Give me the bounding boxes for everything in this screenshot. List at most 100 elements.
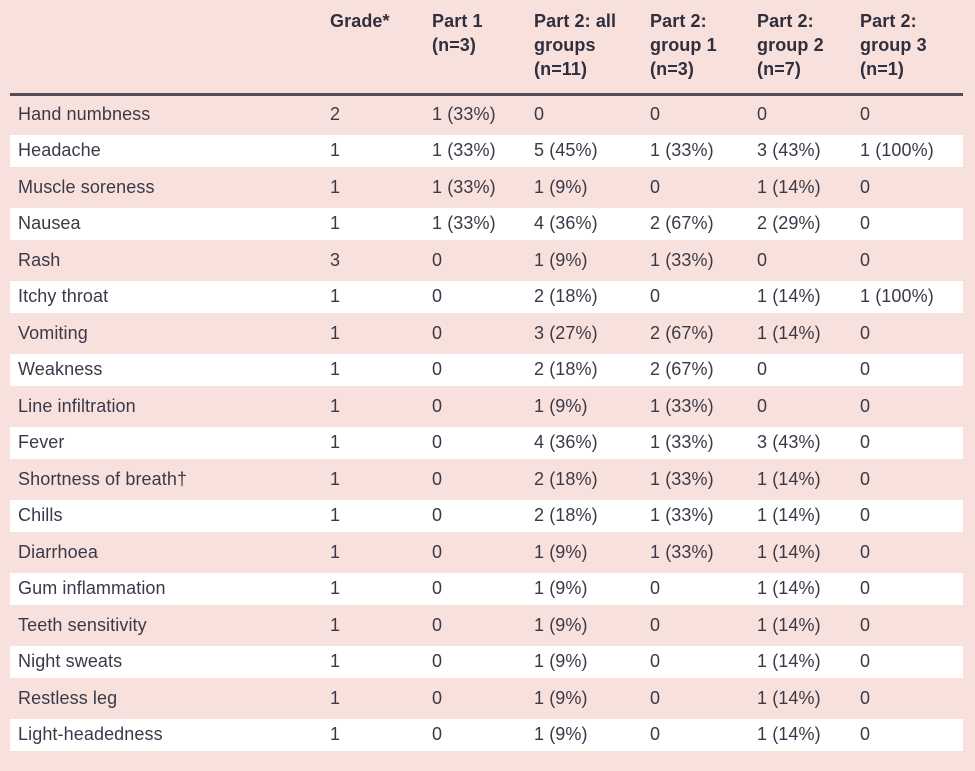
row-cell: 1 (33%) (650, 140, 714, 161)
row-label: Rash (18, 249, 61, 270)
row-cell: 1 (330, 395, 341, 416)
row-cell: 1 (14%) (757, 614, 821, 635)
row-label: Chills (18, 505, 63, 526)
row-cell: 1 (330, 286, 341, 307)
row-label: Restless leg (18, 687, 118, 708)
row-cell: 0 (650, 651, 661, 672)
row-cell: 1 (9%) (534, 578, 588, 599)
row-cell: 1 (14%) (757, 651, 821, 672)
row-cell: 1 (330, 541, 341, 562)
table-row: Restless leg 1 0 1 (9%) 0 1 (14%) 0 (0, 680, 975, 717)
row-cell: 0 (860, 651, 871, 672)
row-cell: 2 (67%) (650, 359, 714, 380)
table-row: Rash 3 0 1 (9%) 1 (33%) 0 0 (0, 242, 975, 279)
row-cell: 0 (650, 614, 661, 635)
table-row: Headache 1 1 (33%) 5 (45%) 1 (33%) 3 (43… (0, 133, 975, 170)
row-cell: 1 (14%) (757, 541, 821, 562)
header-rule (10, 93, 963, 96)
row-cell: 0 (860, 359, 871, 380)
row-cell: 3 (43%) (757, 432, 821, 453)
table-row: Weakness 1 0 2 (18%) 2 (67%) 0 0 (0, 352, 975, 389)
table-row: Nausea 1 1 (33%) 4 (36%) 2 (67%) 2 (29%)… (0, 206, 975, 243)
row-cell: 0 (650, 286, 661, 307)
row-label: Vomiting (18, 322, 88, 343)
row-cell: 3 (43%) (757, 140, 821, 161)
row-cell: 1 (14%) (757, 578, 821, 599)
row-cell: 0 (432, 249, 443, 270)
table-row: Line infiltration 1 0 1 (9%) 1 (33%) 0 0 (0, 388, 975, 425)
row-cell: 0 (432, 687, 443, 708)
row-cell: 0 (432, 614, 443, 635)
row-cell: 0 (432, 468, 443, 489)
row-cell: 0 (650, 578, 661, 599)
row-cell: 1 (330, 724, 341, 745)
row-cell: 1 (100%) (860, 140, 934, 161)
row-cell: 1 (33%) (650, 541, 714, 562)
row-cell: 0 (432, 432, 443, 453)
row-cell: 2 (29%) (757, 213, 821, 234)
table-body: Hand numbness 2 1 (33%) 0 0 0 0 Headache… (0, 96, 975, 753)
row-cell: 1 (330, 651, 341, 672)
row-cell: 0 (860, 395, 871, 416)
table-row: Muscle soreness 1 1 (33%) 1 (9%) 0 1 (14… (0, 169, 975, 206)
row-cell: 1 (14%) (757, 468, 821, 489)
row-cell: 0 (757, 249, 768, 270)
row-cell: 1 (330, 614, 341, 635)
table-row: Diarrhoea 1 0 1 (9%) 1 (33%) 1 (14%) 0 (0, 534, 975, 571)
row-cell: 1 (330, 359, 341, 380)
row-cell: 0 (432, 541, 443, 562)
row-cell: 1 (14%) (757, 286, 821, 307)
row-cell: 0 (650, 724, 661, 745)
row-cell: 1 (9%) (534, 724, 588, 745)
row-cell: 1 (330, 213, 341, 234)
row-cell: 0 (860, 687, 871, 708)
table-row: Teeth sensitivity 1 0 1 (9%) 0 1 (14%) 0 (0, 607, 975, 644)
row-cell: 1 (33%) (650, 468, 714, 489)
row-label: Muscle soreness (18, 176, 155, 197)
row-cell: 1 (33%) (432, 213, 496, 234)
row-cell: 4 (36%) (534, 213, 598, 234)
table-row: Light-headedness 1 0 1 (9%) 0 1 (14%) 0 (0, 717, 975, 754)
row-cell: 1 (330, 322, 341, 343)
table-row: Night sweats 1 0 1 (9%) 0 1 (14%) 0 (0, 644, 975, 681)
row-cell: 1 (9%) (534, 176, 588, 197)
row-cell: 0 (860, 432, 871, 453)
row-cell: 1 (33%) (650, 505, 714, 526)
row-cell: 2 (18%) (534, 505, 598, 526)
row-label: Shortness of breath† (18, 468, 188, 489)
row-label: Line infiltration (18, 395, 136, 416)
row-cell: 3 (330, 249, 341, 270)
row-cell: 1 (14%) (757, 505, 821, 526)
table-row: Chills 1 0 2 (18%) 1 (33%) 1 (14%) 0 (0, 498, 975, 535)
row-cell: 1 (330, 140, 341, 161)
row-cell: 1 (14%) (757, 322, 821, 343)
row-cell: 0 (432, 578, 443, 599)
row-cell: 0 (650, 176, 661, 197)
row-cell: 0 (860, 505, 871, 526)
row-cell: 1 (9%) (534, 687, 588, 708)
row-cell: 0 (860, 578, 871, 599)
row-cell: 2 (18%) (534, 359, 598, 380)
row-cell: 1 (100%) (860, 286, 934, 307)
row-cell: 0 (860, 249, 871, 270)
header-cell-part2-all: Part 2: all groups (n=11) (534, 11, 617, 79)
row-cell: 0 (860, 213, 871, 234)
row-cell: 1 (33%) (650, 432, 714, 453)
table-row: Gum inflammation 1 0 1 (9%) 0 1 (14%) 0 (0, 571, 975, 608)
row-cell: 1 (9%) (534, 614, 588, 635)
table-row: Vomiting 1 0 3 (27%) 2 (67%) 1 (14%) 0 (0, 315, 975, 352)
row-cell: 1 (14%) (757, 724, 821, 745)
table-header: Grade* Part 1 (n=3) Part 2: all groups (… (0, 0, 975, 93)
header-cell-grade: Grade* (330, 11, 390, 31)
row-cell: 1 (9%) (534, 395, 588, 416)
row-cell: 0 (860, 176, 871, 197)
row-cell: 3 (27%) (534, 322, 598, 343)
row-cell: 0 (757, 359, 768, 380)
row-cell: 0 (432, 286, 443, 307)
row-label: Nausea (18, 213, 81, 234)
row-cell: 1 (330, 578, 341, 599)
row-label: Headache (18, 140, 101, 161)
row-cell: 1 (330, 176, 341, 197)
row-cell: 1 (14%) (757, 176, 821, 197)
